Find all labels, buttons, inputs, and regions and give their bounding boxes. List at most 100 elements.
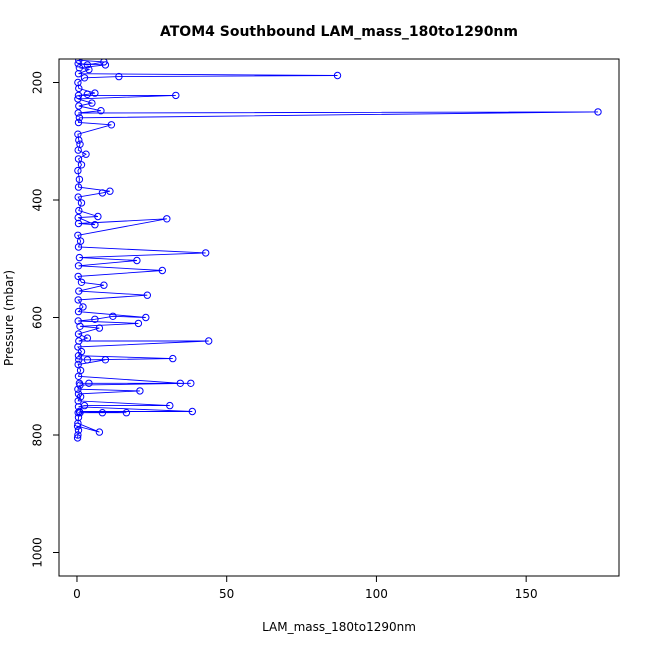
y-tick-label: 200 [31,71,45,94]
data-point [74,317,82,325]
y-axis-label: Pressure (mbar) [2,270,16,366]
data-point [163,215,171,223]
data-point [594,108,602,116]
data-point [136,387,144,395]
data-point [74,397,82,405]
data-point [97,107,105,115]
x-axis-label: LAM_mass_180to1290nm [262,620,416,634]
data-point [75,287,83,295]
data-point [74,390,83,398]
data-point [333,71,342,80]
data-point [74,78,82,87]
data-point [88,99,96,107]
data-point [74,183,83,191]
data-point [176,379,185,387]
data-point [74,426,83,434]
data-point [77,347,86,356]
data-point [83,334,92,342]
data-point [79,303,87,311]
data-point [74,262,83,270]
data-point [74,95,82,103]
data-point [149,32,155,38]
data-point [205,337,213,345]
data-point [91,221,99,229]
data-point [76,322,84,330]
data-point [158,266,167,275]
data-point [85,65,93,74]
data-point [95,428,104,436]
x-tick-label: 50 [219,587,234,601]
data-point [75,114,84,122]
data-point [187,379,195,387]
data-point [98,189,107,197]
data-point [109,312,117,320]
data-point [95,324,104,332]
data-point [74,60,82,68]
y-tick-label: 1000 [31,537,45,568]
data-point [74,307,83,316]
data-point [85,379,93,387]
data-point [122,409,131,417]
data-point [74,272,82,281]
x-tick-label: 100 [365,587,388,601]
data-point [106,187,114,195]
plot-marks [73,32,602,442]
data-point [101,356,110,364]
data-point [74,155,83,163]
data-point [74,213,82,222]
data-point [74,431,82,439]
y-tick-label: 400 [31,189,45,212]
data-point [98,409,107,417]
data-point [74,166,82,175]
data-point [74,296,82,304]
data-point [74,231,82,240]
data-point [73,422,82,430]
x-tick-label: 0 [73,587,81,601]
data-point [75,175,84,184]
chart-title: ATOM4 Southbound LAM_mass_180to1290nm [160,24,518,40]
data-point [83,356,92,364]
data-point [75,356,83,364]
data-point [77,161,86,169]
data-point [80,401,89,410]
data-point [91,89,99,97]
data-point [94,212,102,221]
data-point [172,91,180,100]
data-point [75,64,84,72]
series-line [77,59,599,438]
data-point [75,102,83,110]
data-point [77,278,86,286]
data-point [75,379,84,387]
data-point [100,59,108,66]
data-point [74,360,82,369]
y-tick-label: 600 [31,306,45,329]
plot-frame [58,58,620,577]
x-tick-label: 150 [515,587,538,601]
data-point [91,315,99,323]
data-point [74,118,83,127]
data-point [80,74,89,82]
data-point [169,354,177,363]
data-point [75,253,84,262]
axis-ticks: 0 50 100 150 200 400 600 800 1000 [31,71,538,601]
data-point [74,91,83,100]
data-point [107,121,116,129]
data-point [74,193,82,201]
y-tick-label: 800 [31,424,45,447]
data-point [188,407,197,416]
data-point [83,90,92,99]
data-point [133,256,141,265]
data-point [75,407,84,416]
data-point [143,291,152,299]
data-point [100,281,108,289]
data-point [77,199,86,207]
data-point [202,249,210,257]
data-point [76,140,84,148]
data-point [75,337,83,345]
data-point [115,72,123,81]
data-point [83,61,92,69]
data-point [75,206,83,215]
data-point [82,150,90,158]
data-point [142,313,150,322]
